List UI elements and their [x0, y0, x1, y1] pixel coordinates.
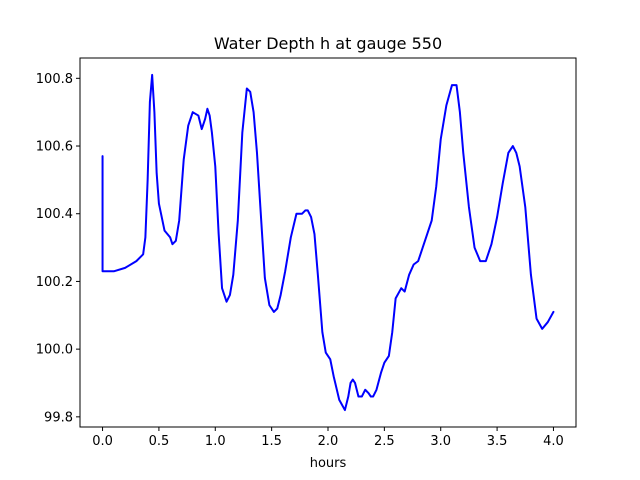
y-tick-label: 100.0 [36, 343, 73, 358]
y-tick-label: 100.2 [36, 275, 73, 290]
y-tick-label: 100.4 [36, 207, 73, 222]
x-tick-label: 2.5 [374, 434, 395, 449]
x-tick-label: 0.5 [149, 434, 170, 449]
plot-area: 0.0 0.5 1.0 1.5 2.0 2.5 3.0 3.5 4.0 99.8 100.0 100.… [36, 57, 577, 449]
x-tick-label: 2.0 [318, 434, 339, 449]
series-line-0 [101, 73, 555, 412]
x-tick-label: 1.0 [205, 434, 226, 449]
x-tick-label: 4.0 [543, 434, 564, 449]
x-tick-label: 3.5 [487, 434, 508, 449]
x-tick-label: 1.5 [261, 434, 282, 449]
y-tick-label: 99.8 [44, 410, 73, 425]
y-tick-label: 100.8 [36, 72, 73, 87]
x-axis-label: hours [310, 456, 347, 471]
x-tick-label: 0.0 [92, 434, 113, 449]
x-tick-label: 3.0 [430, 434, 451, 449]
y-tick-label: 100.6 [36, 140, 73, 155]
chart-title: Water Depth h at gauge 550 [214, 34, 442, 53]
